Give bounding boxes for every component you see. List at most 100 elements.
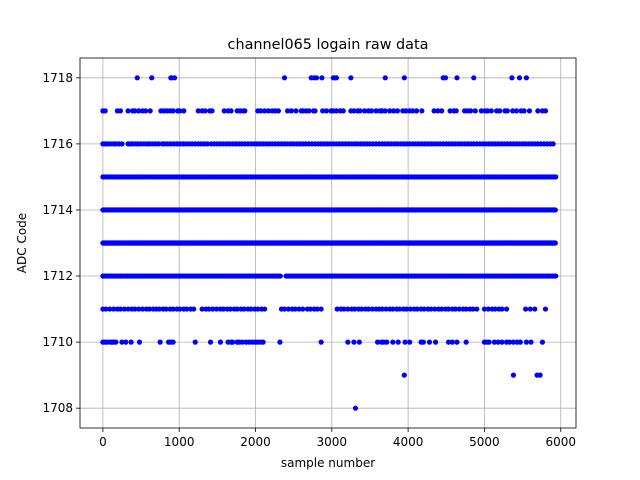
data-point xyxy=(468,108,474,114)
data-point xyxy=(383,306,389,312)
data-point xyxy=(488,108,494,114)
data-point xyxy=(542,306,549,312)
data-point xyxy=(373,108,379,114)
data-point xyxy=(414,306,420,312)
x-tick-label: 0 xyxy=(99,435,107,449)
data-point xyxy=(390,339,396,345)
data-point xyxy=(351,339,357,345)
data-point xyxy=(537,372,543,378)
data-point xyxy=(510,372,517,378)
data-point xyxy=(207,339,214,345)
data-point xyxy=(402,339,408,345)
data-point xyxy=(550,141,556,147)
data-point xyxy=(227,306,233,312)
data-point xyxy=(340,108,346,114)
data-point xyxy=(454,339,460,345)
data-point xyxy=(432,339,439,345)
data-point xyxy=(132,306,138,312)
data-point xyxy=(113,339,119,345)
data-point xyxy=(146,306,153,312)
y-tick-label: 1714 xyxy=(42,203,73,217)
data-point xyxy=(401,75,407,81)
data-point xyxy=(281,75,288,81)
data-point xyxy=(553,273,559,279)
data-point xyxy=(345,339,351,345)
data-points xyxy=(100,75,559,411)
data-point xyxy=(449,339,455,345)
data-point xyxy=(195,108,201,114)
data-point xyxy=(428,306,434,312)
data-point xyxy=(379,306,385,312)
data-point xyxy=(125,306,131,312)
data-point xyxy=(419,108,425,114)
data-point xyxy=(492,306,498,312)
data-point xyxy=(382,75,388,81)
data-point xyxy=(119,339,125,345)
data-point xyxy=(395,339,401,345)
data-point xyxy=(242,108,248,114)
data-point xyxy=(352,405,359,411)
data-point xyxy=(172,75,178,81)
data-point xyxy=(134,75,140,81)
data-point xyxy=(384,339,390,345)
data-point xyxy=(199,306,205,312)
data-point xyxy=(447,108,453,114)
data-point xyxy=(277,339,283,345)
data-point xyxy=(521,108,527,114)
data-point xyxy=(526,108,533,114)
data-point xyxy=(333,75,339,81)
data-point xyxy=(527,306,533,312)
data-point xyxy=(103,306,109,312)
data-point xyxy=(262,108,268,114)
data-point xyxy=(117,306,124,312)
data-point xyxy=(552,240,558,246)
data-point xyxy=(463,306,469,312)
data-point xyxy=(318,306,324,312)
data-point xyxy=(523,306,529,312)
data-point xyxy=(510,339,517,345)
data-point xyxy=(292,306,298,312)
x-axis-label: sample number xyxy=(281,456,375,470)
data-point xyxy=(143,108,149,114)
x-tick-label: 4000 xyxy=(393,435,424,449)
data-point xyxy=(149,75,155,81)
data-point xyxy=(369,306,375,312)
data-point xyxy=(217,339,224,345)
data-point xyxy=(128,339,134,345)
data-point xyxy=(220,306,227,312)
data-point xyxy=(387,108,393,114)
data-point xyxy=(390,306,396,312)
data-point xyxy=(532,306,538,312)
data-point xyxy=(439,108,445,114)
data-point xyxy=(410,108,416,114)
data-point xyxy=(296,306,302,312)
data-point xyxy=(397,306,403,312)
data-point xyxy=(262,306,268,312)
data-point xyxy=(319,75,325,81)
data-point xyxy=(313,75,320,81)
data-point xyxy=(255,306,261,312)
data-point xyxy=(503,306,510,312)
y-axis-label: ADC Code xyxy=(15,213,29,273)
data-point xyxy=(147,108,153,114)
data-point xyxy=(177,108,183,114)
data-point xyxy=(213,306,220,312)
data-point xyxy=(221,108,227,114)
data-point xyxy=(351,108,357,114)
data-point xyxy=(432,306,438,312)
data-point xyxy=(442,75,449,81)
data-point xyxy=(170,339,176,345)
data-point xyxy=(318,339,324,345)
x-tick-label: 1000 xyxy=(164,435,195,449)
data-point xyxy=(136,108,142,114)
data-point xyxy=(293,108,299,114)
data-point xyxy=(239,339,246,345)
data-point xyxy=(265,108,272,114)
data-point xyxy=(445,339,452,345)
data-point xyxy=(258,108,264,114)
data-point xyxy=(356,339,362,345)
data-point xyxy=(407,339,413,345)
data-point xyxy=(453,108,459,114)
data-point xyxy=(435,108,441,114)
